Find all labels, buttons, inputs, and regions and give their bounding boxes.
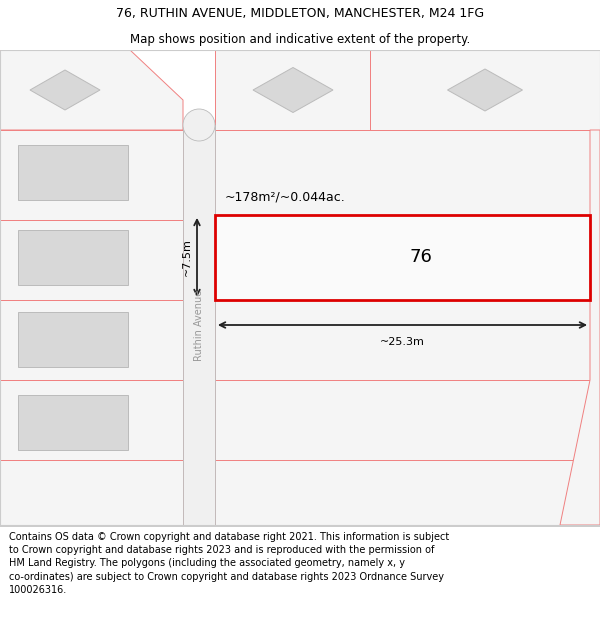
Polygon shape <box>215 460 590 525</box>
Text: Map shows position and indicative extent of the property.: Map shows position and indicative extent… <box>130 32 470 46</box>
Polygon shape <box>560 130 600 525</box>
Polygon shape <box>215 300 590 385</box>
Bar <box>18 312 128 367</box>
Polygon shape <box>0 130 183 220</box>
Polygon shape <box>448 69 523 111</box>
Polygon shape <box>0 300 183 380</box>
Text: Contains OS data © Crown copyright and database right 2021. This information is : Contains OS data © Crown copyright and d… <box>9 532 449 595</box>
Polygon shape <box>215 50 370 130</box>
Bar <box>220 220 375 292</box>
Bar <box>18 395 128 450</box>
Text: Ruthin Avenue: Ruthin Avenue <box>194 290 204 361</box>
Polygon shape <box>215 130 590 215</box>
Polygon shape <box>0 460 183 525</box>
Text: 76, RUTHIN AVENUE, MIDDLETON, MANCHESTER, M24 1FG: 76, RUTHIN AVENUE, MIDDLETON, MANCHESTER… <box>116 8 484 21</box>
Polygon shape <box>370 50 600 130</box>
Bar <box>183 125 215 525</box>
Polygon shape <box>0 380 183 460</box>
Text: ~178m²/~0.044ac.: ~178m²/~0.044ac. <box>225 190 346 203</box>
Text: ~7.5m: ~7.5m <box>182 239 192 276</box>
Bar <box>18 145 128 200</box>
Polygon shape <box>215 380 590 465</box>
Polygon shape <box>0 220 183 300</box>
Bar <box>215 215 590 300</box>
Polygon shape <box>0 50 183 130</box>
Bar <box>0 525 600 527</box>
Text: 76: 76 <box>410 249 433 266</box>
Polygon shape <box>30 70 100 110</box>
Bar <box>18 230 128 285</box>
Text: ~25.3m: ~25.3m <box>380 337 425 347</box>
Circle shape <box>183 109 215 141</box>
Polygon shape <box>215 215 590 300</box>
Polygon shape <box>253 68 333 112</box>
